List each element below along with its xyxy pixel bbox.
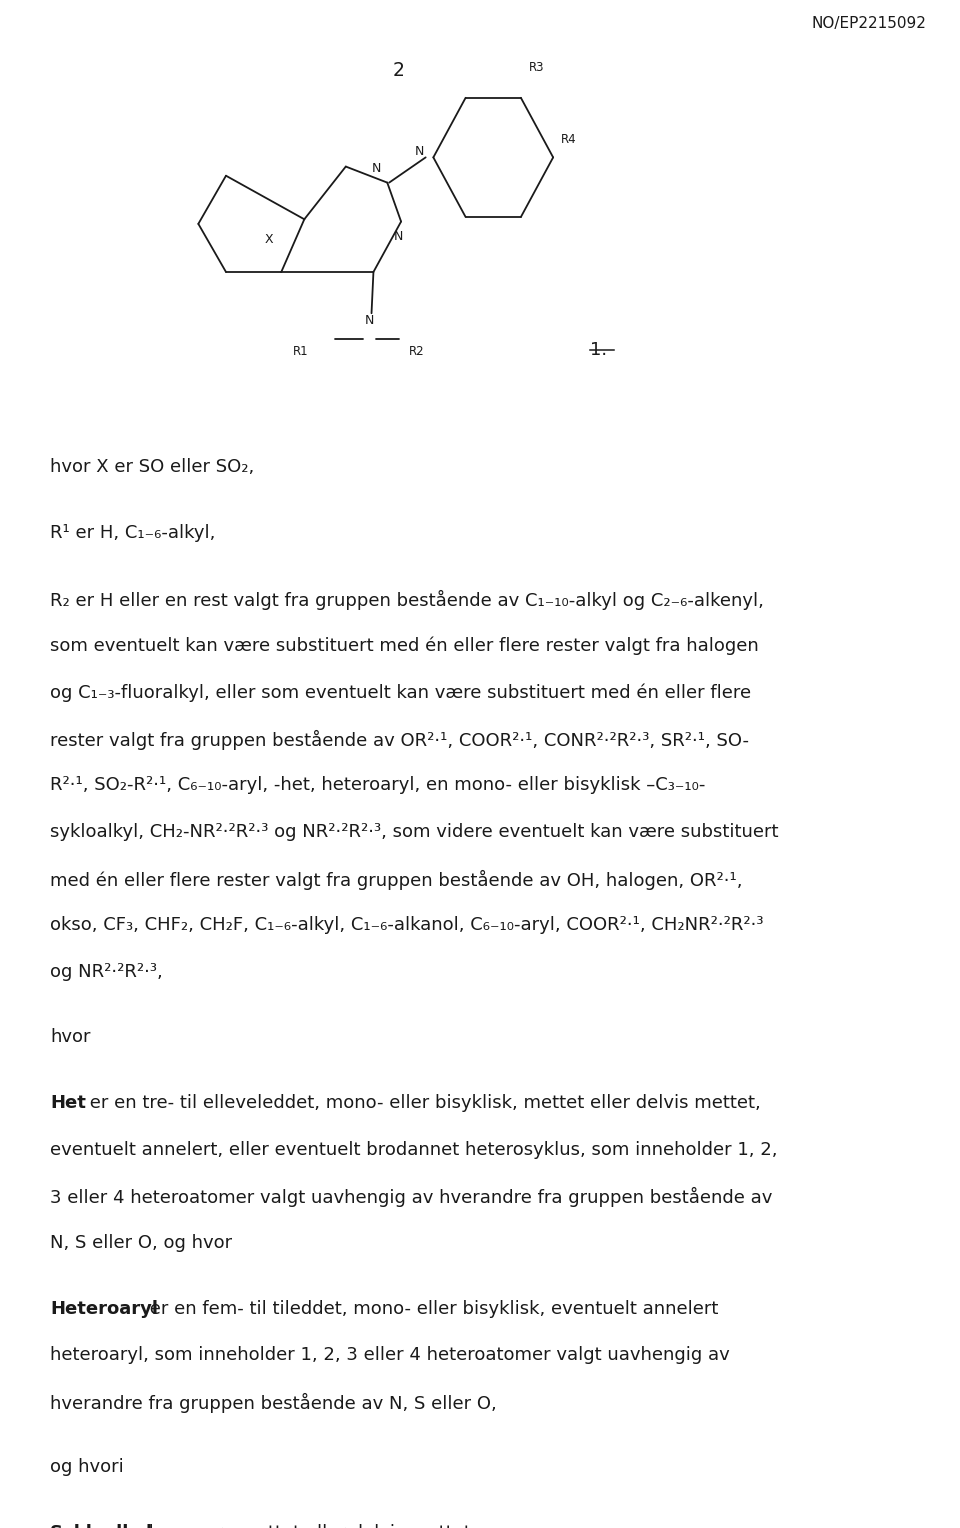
Text: R2: R2 (409, 345, 424, 358)
Text: 2: 2 (393, 61, 404, 79)
Text: og C₁₋₃-fluoralkyl, eller som eventuelt kan være substituert med én eller flere: og C₁₋₃-fluoralkyl, eller som eventuelt … (50, 683, 751, 701)
Text: X: X (265, 232, 273, 246)
Text: hvor: hvor (50, 1028, 90, 1047)
Text: heteroaryl, som inneholder 1, 2, 3 eller 4 heteroatomer valgt uavhengig av: heteroaryl, som inneholder 1, 2, 3 eller… (50, 1346, 730, 1365)
Text: N: N (365, 315, 374, 327)
Text: N, S eller O, og hvor: N, S eller O, og hvor (50, 1233, 232, 1251)
Text: okso, CF₃, CHF₂, CH₂F, C₁₋₆-alkyl, C₁₋₆-alkanol, C₆₋₁₀-aryl, COOR²·¹, CH₂NR²·²R²: okso, CF₃, CHF₂, CH₂F, C₁₋₆-alkyl, C₁₋₆-… (50, 915, 763, 934)
Text: 1.: 1. (590, 341, 608, 359)
Text: eventuelt annelert, eller eventuelt brodannet heterosyklus, som inneholder 1, 2,: eventuelt annelert, eller eventuelt brod… (50, 1140, 778, 1158)
Text: N: N (416, 145, 424, 157)
Text: og NR²·²R²·³,: og NR²·²R²·³, (50, 963, 162, 981)
Text: kan være mettet eller delvis mettet,: kan være mettet eller delvis mettet, (143, 1523, 477, 1528)
Text: R¹ er H, C₁₋₆-alkyl,: R¹ er H, C₁₋₆-alkyl, (50, 524, 215, 542)
Text: sykloalkyl, CH₂-NR²·²R²·³ og NR²·²R²·³, som videre eventuelt kan være substituer: sykloalkyl, CH₂-NR²·²R²·³ og NR²·²R²·³, … (50, 822, 779, 840)
Text: er en fem- til tileddet, mono- eller bisyklisk, eventuelt annelert: er en fem- til tileddet, mono- eller bis… (144, 1299, 718, 1317)
Text: R3: R3 (529, 61, 544, 73)
Text: og hvori: og hvori (50, 1458, 124, 1476)
Text: med én eller flere rester valgt fra gruppen bestående av OH, halogen, OR²·¹,: med én eller flere rester valgt fra grup… (50, 869, 742, 889)
Text: hverandre fra gruppen bestående av N, S eller O,: hverandre fra gruppen bestående av N, S … (50, 1392, 496, 1413)
Text: R4: R4 (561, 133, 576, 145)
Text: R₂ er H eller en rest valgt fra gruppen bestående av C₁₋₁₀-alkyl og C₂₋₆-alkenyl: R₂ er H eller en rest valgt fra gruppen … (50, 590, 764, 610)
Text: hvor X er SO eller SO₂,: hvor X er SO eller SO₂, (50, 458, 254, 477)
Text: NO/EP2215092: NO/EP2215092 (811, 15, 926, 31)
Text: N: N (372, 162, 381, 176)
Text: N: N (395, 229, 403, 243)
Text: 3 eller 4 heteroatomer valgt uavhengig av hverandre fra gruppen bestående av: 3 eller 4 heteroatomer valgt uavhengig a… (50, 1187, 772, 1207)
Text: R1: R1 (293, 345, 308, 358)
Text: Sykloalkyl: Sykloalkyl (50, 1523, 153, 1528)
Text: R²·¹, SO₂-R²·¹, C₆₋₁₀-aryl, -het, heteroaryl, en mono- eller bisyklisk –C₃₋₁₀-: R²·¹, SO₂-R²·¹, C₆₋₁₀-aryl, -het, hetero… (50, 776, 706, 795)
Text: Heteroaryl: Heteroaryl (50, 1299, 157, 1317)
Text: Het: Het (50, 1094, 85, 1112)
Text: som eventuelt kan være substituert med én eller flere rester valgt fra halogen: som eventuelt kan være substituert med é… (50, 637, 758, 656)
Text: er en tre- til elleveleddet, mono- eller bisyklisk, mettet eller delvis mettet,: er en tre- til elleveleddet, mono- eller… (84, 1094, 761, 1112)
Text: rester valgt fra gruppen bestående av OR²·¹, COOR²·¹, CONR²·²R²·³, SR²·¹, SO-: rester valgt fra gruppen bestående av OR… (50, 729, 749, 750)
